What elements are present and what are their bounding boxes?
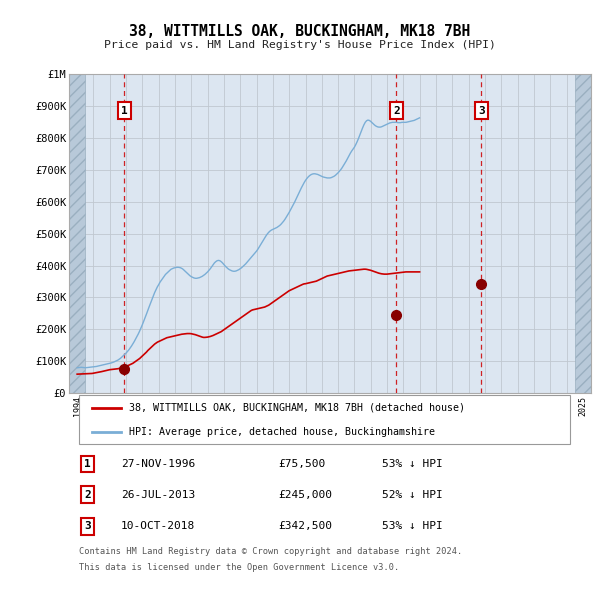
Text: This data is licensed under the Open Government Licence v3.0.: This data is licensed under the Open Gov…	[79, 563, 400, 572]
Text: 52% ↓ HPI: 52% ↓ HPI	[382, 490, 443, 500]
Text: 1: 1	[84, 459, 91, 469]
Text: HPI: Average price, detached house, Buckinghamshire: HPI: Average price, detached house, Buck…	[129, 427, 435, 437]
Text: 38, WITTMILLS OAK, BUCKINGHAM, MK18 7BH (detached house): 38, WITTMILLS OAK, BUCKINGHAM, MK18 7BH …	[129, 403, 465, 413]
Text: £75,500: £75,500	[278, 459, 325, 469]
Text: £342,500: £342,500	[278, 521, 332, 531]
Text: 53% ↓ HPI: 53% ↓ HPI	[382, 459, 443, 469]
Text: 2: 2	[84, 490, 91, 500]
Text: 2: 2	[393, 106, 400, 116]
Text: 27-NOV-1996: 27-NOV-1996	[121, 459, 196, 469]
FancyBboxPatch shape	[79, 395, 570, 444]
Text: 26-JUL-2013: 26-JUL-2013	[121, 490, 196, 500]
Bar	[69, 74, 85, 394]
Text: Contains HM Land Registry data © Crown copyright and database right 2024.: Contains HM Land Registry data © Crown c…	[79, 547, 463, 556]
Text: 1: 1	[121, 106, 128, 116]
Text: 3: 3	[84, 521, 91, 531]
Text: Price paid vs. HM Land Registry's House Price Index (HPI): Price paid vs. HM Land Registry's House …	[104, 40, 496, 50]
Text: 53% ↓ HPI: 53% ↓ HPI	[382, 521, 443, 531]
Text: 3: 3	[478, 106, 485, 116]
Text: 10-OCT-2018: 10-OCT-2018	[121, 521, 196, 531]
Text: 38, WITTMILLS OAK, BUCKINGHAM, MK18 7BH: 38, WITTMILLS OAK, BUCKINGHAM, MK18 7BH	[130, 24, 470, 38]
Text: £245,000: £245,000	[278, 490, 332, 500]
Bar	[575, 74, 591, 394]
